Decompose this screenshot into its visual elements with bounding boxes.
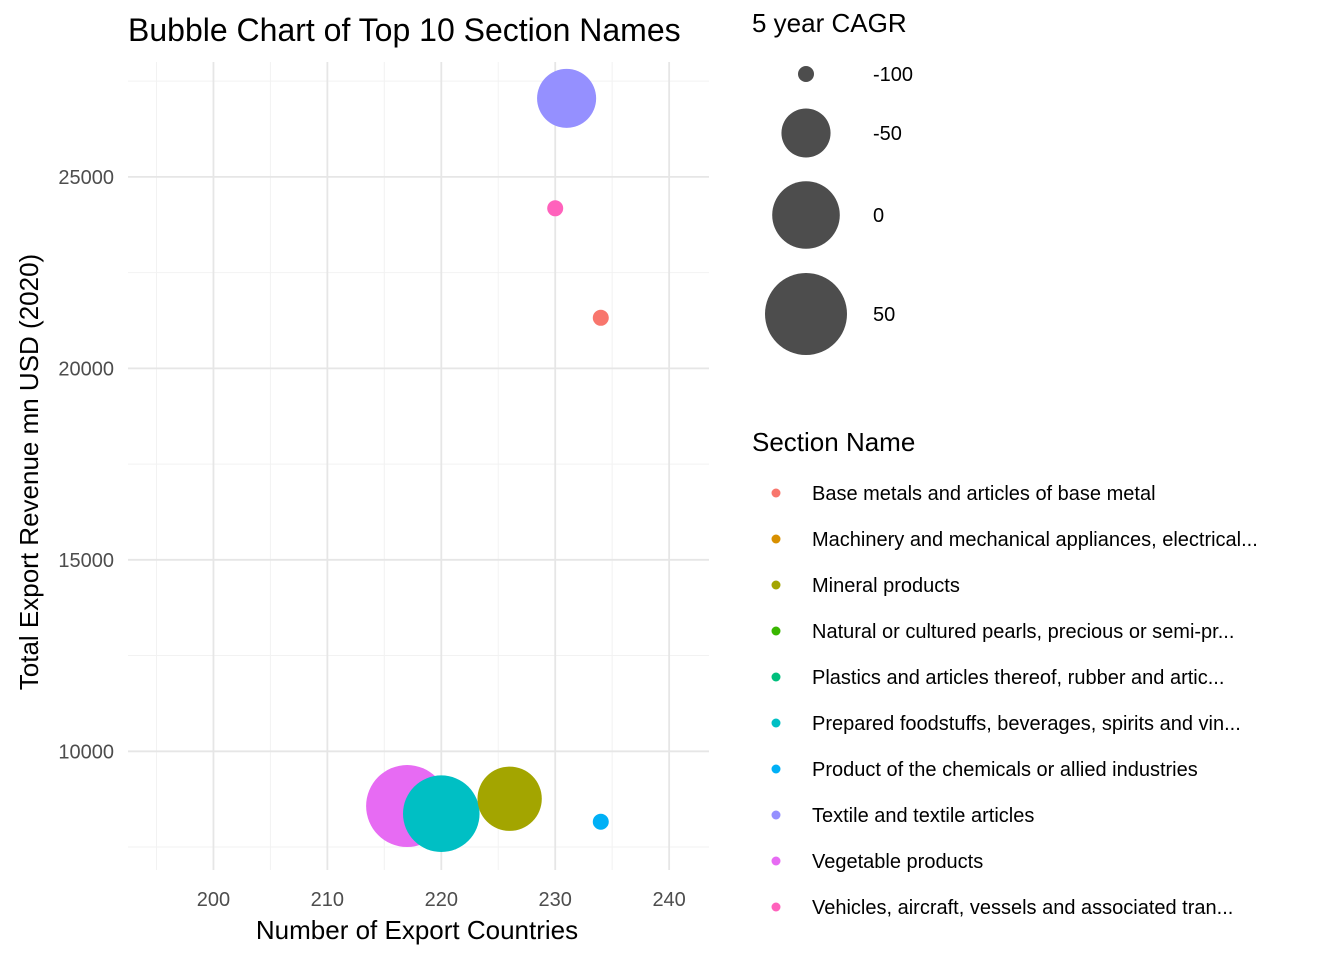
y-tick-label: 10000 (58, 741, 114, 763)
x-axis-label: Number of Export Countries (256, 915, 578, 945)
color-legend-key (771, 534, 781, 544)
color-legend-label: Plastics and articles thereof, rubber an… (812, 667, 1224, 689)
size-legend-label: -50 (873, 123, 902, 145)
color-legend-label: Vehicles, aircraft, vessels and associat… (812, 897, 1233, 919)
bubble-point (477, 766, 542, 831)
x-tick-label: 210 (311, 889, 344, 911)
size-legend-label: 0 (873, 205, 884, 227)
size-legend-title: 5 year CAGR (752, 8, 907, 38)
bubble-point (592, 309, 609, 326)
bubble-point (592, 813, 609, 830)
color-legend-key (771, 902, 781, 912)
bubbles (366, 68, 609, 852)
x-tick-label: 240 (652, 889, 685, 911)
bubble-point (403, 775, 480, 852)
size-legend-label: -100 (873, 64, 913, 86)
color-legend-label: Product of the chemicals or allied indus… (812, 759, 1198, 781)
chart-title: Bubble Chart of Top 10 Section Names (128, 12, 681, 48)
bubble-point (547, 200, 564, 217)
color-legend-key (771, 718, 781, 728)
size-legend-key (781, 108, 831, 158)
color-legend-key (771, 764, 781, 774)
size-legend: 5 year CAGR -100 -50 0 50 (752, 8, 913, 355)
color-legend-key (771, 856, 781, 866)
color-legend-label: Base metals and articles of base metal (812, 483, 1156, 505)
color-legend-label: Mineral products (812, 575, 960, 597)
color-legend-key (771, 488, 781, 498)
color-legend-key (771, 672, 781, 682)
size-legend-key (772, 181, 840, 249)
bubble-point (537, 68, 597, 128)
color-legend-label: Textile and textile articles (812, 805, 1034, 827)
size-legend-label: 50 (873, 304, 895, 326)
color-legend: Section Name Base metals and articles of… (752, 427, 1258, 919)
size-legend-key (798, 66, 814, 82)
axes: Bubble Chart of Top 10 Section Names Num… (14, 12, 686, 945)
y-axis-label: Total Export Revenue mn USD (2020) (14, 254, 44, 690)
color-legend-label: Prepared foodstuffs, beverages, spirits … (812, 713, 1241, 735)
color-legend-label: Vegetable products (812, 851, 983, 873)
y-tick-label: 25000 (58, 167, 114, 189)
color-legend-title: Section Name (752, 427, 915, 457)
color-legend-key (771, 810, 781, 820)
size-legend-key (765, 273, 847, 355)
color-legend-key (771, 626, 781, 636)
y-tick-label: 20000 (58, 358, 114, 380)
x-tick-label: 200 (197, 889, 230, 911)
x-tick-label: 230 (539, 889, 572, 911)
color-legend-label: Machinery and mechanical appliances, ele… (812, 529, 1258, 551)
grid (128, 62, 709, 870)
color-legend-key (771, 580, 781, 590)
x-tick-label: 220 (425, 889, 458, 911)
color-legend-label: Natural or cultured pearls, precious or … (812, 621, 1234, 643)
y-tick-label: 15000 (58, 550, 114, 572)
